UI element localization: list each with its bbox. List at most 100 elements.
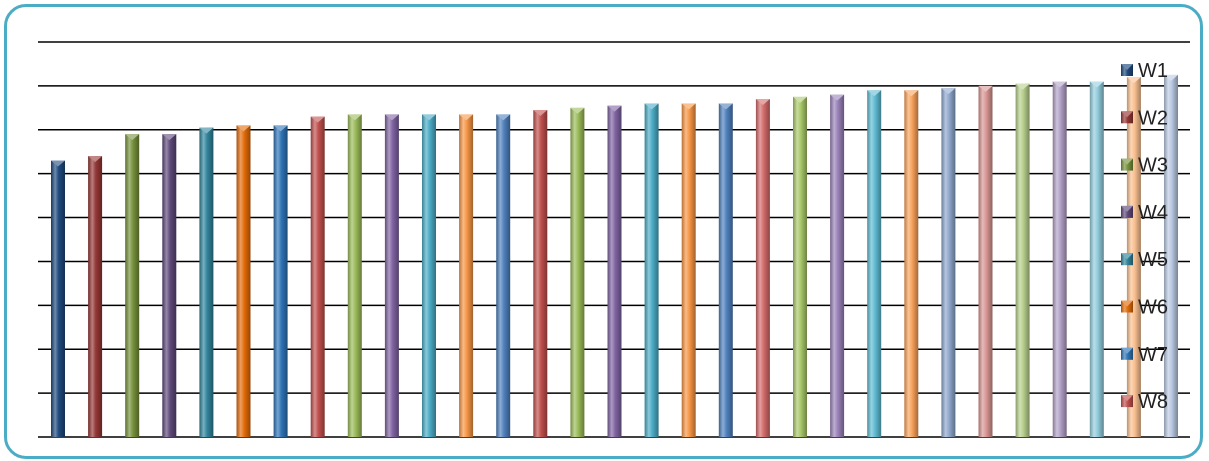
bar-cap bbox=[978, 85, 993, 92]
bar-body bbox=[681, 103, 696, 437]
bar-body bbox=[199, 127, 214, 437]
bar bbox=[125, 134, 140, 437]
bar-cap bbox=[162, 134, 177, 141]
legend-item: W7 bbox=[1121, 344, 1168, 366]
bar-cap bbox=[1052, 81, 1067, 88]
legend-swatch-cap bbox=[1121, 300, 1133, 307]
bar-cap bbox=[88, 156, 103, 163]
bar-cap bbox=[496, 114, 511, 121]
legend-label: W3 bbox=[1138, 155, 1168, 177]
legend-item: W4 bbox=[1121, 202, 1168, 224]
legend-swatch-cap bbox=[1121, 253, 1133, 260]
bar-cap bbox=[533, 110, 548, 117]
legend: W1 W2 W3 W4 W5 W6 W7 W8 bbox=[1121, 60, 1168, 413]
bar-body bbox=[904, 90, 919, 438]
bar bbox=[941, 88, 956, 437]
bar-cap bbox=[1164, 74, 1178, 81]
bar-body bbox=[422, 114, 436, 438]
legend-label: W8 bbox=[1138, 391, 1168, 413]
legend-label: W1 bbox=[1138, 60, 1168, 82]
bar-body bbox=[384, 114, 399, 438]
bar-cap bbox=[904, 90, 919, 97]
bar-cap bbox=[644, 103, 659, 110]
bar-cap bbox=[755, 99, 770, 106]
bar-body bbox=[1089, 81, 1104, 437]
bar bbox=[384, 114, 399, 438]
legend-item: W8 bbox=[1121, 391, 1168, 413]
bar-body bbox=[459, 114, 474, 438]
bar-body bbox=[570, 107, 585, 437]
bar-body bbox=[273, 125, 288, 437]
bar bbox=[867, 90, 882, 438]
bar-body bbox=[1164, 74, 1178, 438]
legend-label: W2 bbox=[1138, 107, 1168, 129]
legend-label: W4 bbox=[1138, 202, 1168, 224]
bar-body bbox=[978, 85, 993, 437]
bar-body bbox=[830, 94, 845, 438]
bar-cap bbox=[199, 127, 214, 134]
bar bbox=[347, 114, 362, 438]
bar-body bbox=[941, 88, 956, 437]
legend-swatch-cap bbox=[1121, 205, 1133, 212]
legend-label: W7 bbox=[1138, 344, 1168, 366]
bar bbox=[904, 90, 919, 438]
bar-cap bbox=[941, 88, 956, 95]
bar bbox=[644, 103, 659, 437]
bar-cap bbox=[607, 105, 622, 112]
bar-body bbox=[88, 156, 103, 437]
bar bbox=[718, 103, 733, 437]
bar-cap bbox=[867, 90, 882, 97]
gridlines bbox=[38, 41, 1190, 438]
bar bbox=[607, 105, 622, 437]
bar bbox=[273, 125, 288, 437]
bar-cap bbox=[1126, 77, 1141, 84]
legend-label: W5 bbox=[1138, 249, 1168, 271]
bar bbox=[533, 110, 548, 438]
bar bbox=[755, 99, 770, 438]
bar-body bbox=[1052, 81, 1067, 437]
bar bbox=[570, 107, 585, 437]
legend-label: W6 bbox=[1138, 297, 1168, 319]
bar-body bbox=[867, 90, 882, 438]
legend-swatch-cap bbox=[1121, 111, 1133, 118]
bar-body bbox=[533, 110, 548, 438]
bar bbox=[1015, 83, 1030, 437]
bar bbox=[51, 160, 65, 437]
legend-swatch-cap bbox=[1121, 395, 1133, 402]
bar-body bbox=[162, 134, 177, 437]
bar bbox=[793, 96, 807, 437]
bar bbox=[459, 114, 474, 438]
bar-body bbox=[1015, 83, 1030, 437]
bar-body bbox=[755, 99, 770, 438]
bar-body bbox=[347, 114, 362, 438]
bar-cap bbox=[125, 134, 140, 141]
legend-swatch-cap bbox=[1121, 347, 1133, 354]
bar-body bbox=[51, 160, 65, 437]
legend-swatch-cap bbox=[1121, 158, 1133, 165]
bar-body bbox=[793, 96, 807, 437]
bar-cap bbox=[273, 125, 288, 132]
bar-cap bbox=[422, 114, 436, 121]
legend-swatch-cap bbox=[1121, 64, 1133, 70]
bar bbox=[830, 94, 845, 438]
bar-cap bbox=[830, 94, 845, 101]
bar bbox=[162, 134, 177, 437]
bar-body bbox=[310, 116, 325, 437]
bar-cap bbox=[1015, 83, 1030, 90]
bar bbox=[681, 103, 696, 437]
legend-item: W5 bbox=[1121, 249, 1168, 271]
bars bbox=[51, 74, 1178, 438]
bar bbox=[1089, 81, 1104, 437]
bar bbox=[199, 127, 214, 437]
bar bbox=[496, 114, 511, 438]
bar-cap bbox=[570, 107, 585, 114]
bar-cap bbox=[51, 160, 65, 167]
bar-cap bbox=[718, 103, 733, 110]
bar bbox=[236, 125, 251, 437]
bar-body bbox=[718, 103, 733, 437]
bar bbox=[1164, 74, 1178, 438]
bar bbox=[88, 156, 103, 437]
bar-cap bbox=[793, 96, 807, 103]
bar-cap bbox=[459, 114, 474, 121]
